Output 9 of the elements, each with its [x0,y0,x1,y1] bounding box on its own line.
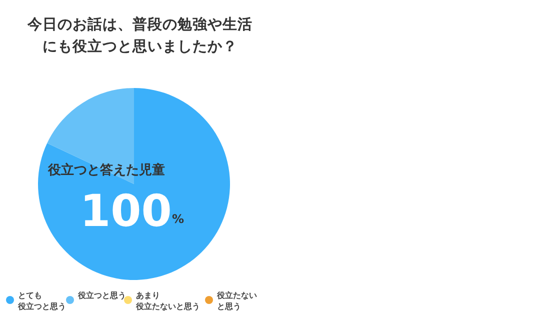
legend-label: 役立たないと思う [217,290,257,312]
text: 100 [80,186,172,238]
text: 役立つと答えた児童 [48,162,165,179]
legend-label: 役立つと思う [78,290,126,301]
legend-label: とても役立つと思う [18,290,66,312]
text: % [172,212,184,226]
legend-label: あまり役立たないと思う [136,290,200,312]
chart-title: 今日のお話は、普段の勉強や生活にも役立つと思いましたか？ [26,15,254,57]
pie-slice [38,88,230,280]
